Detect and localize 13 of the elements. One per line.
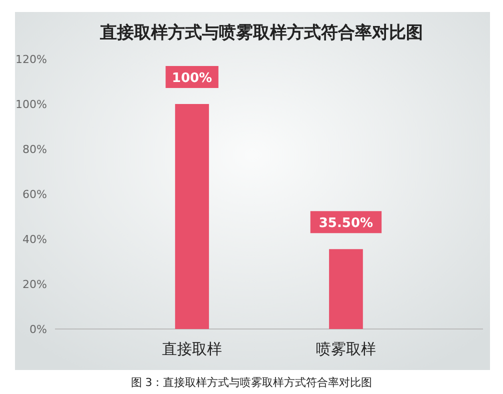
y-tick-label: 120%	[16, 53, 47, 66]
data-label: 35.50%	[318, 216, 374, 232]
x-tick-label: 直接取样	[162, 340, 222, 358]
y-tick-label: 20%	[22, 278, 47, 291]
caption: 图 3：直接取样方式与喷雾取样方式符合率对比图	[130, 376, 372, 389]
y-tick-label: 40%	[22, 233, 47, 246]
x-tick-label: 喷雾取样	[316, 340, 376, 358]
y-tick-label: 0%	[30, 323, 47, 336]
y-tick-label: 100%	[16, 98, 47, 111]
y-tick-label: 80%	[22, 143, 47, 156]
data-label: 100%	[172, 71, 212, 86]
chart-title: 直接取样方式与喷雾取样方式符合率对比图	[99, 23, 423, 43]
y-tick-label: 60%	[22, 188, 47, 201]
